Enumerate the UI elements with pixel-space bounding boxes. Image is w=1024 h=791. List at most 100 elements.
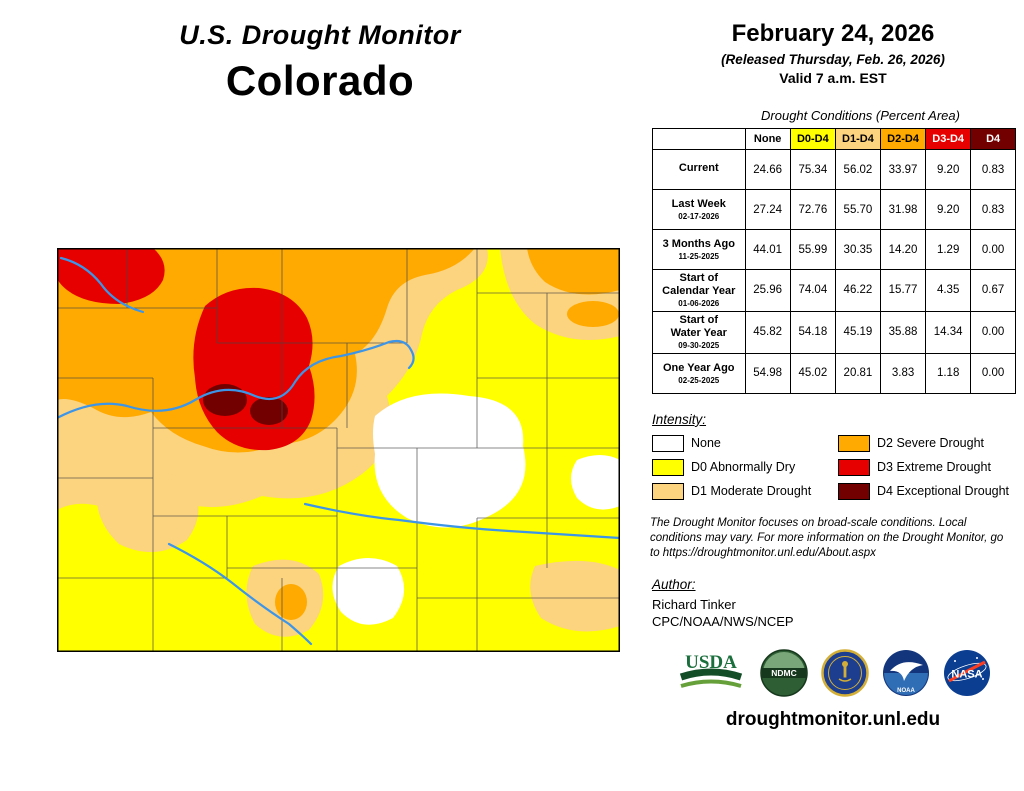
table-row-label: Current bbox=[652, 149, 746, 190]
table-col-header: D2-D4 bbox=[879, 128, 927, 150]
drought-value-cell: 54.98 bbox=[744, 352, 791, 394]
drought-value-cell: 55.70 bbox=[834, 189, 882, 230]
table-row: Current 24.66 75.34 56.02 33.97 9.20 0.8… bbox=[652, 149, 1016, 190]
drought-value-cell: 0.00 bbox=[970, 352, 1016, 394]
drought-value-cell: 74.04 bbox=[789, 269, 836, 312]
table-row: One Year Ago 02-25-2025 54.98 45.02 20.81… bbox=[652, 352, 1016, 394]
drought-value-cell: 33.97 bbox=[879, 149, 927, 190]
disclaimer-text: The Drought Monitor focuses on broad-sca… bbox=[650, 516, 1004, 559]
row-label-text: Last Week bbox=[671, 197, 726, 210]
legend-item: D1 Moderate Drought bbox=[652, 482, 838, 500]
site-url: droughtmonitor.unl.edu bbox=[725, 708, 941, 730]
drought-value-cell: 25.96 bbox=[744, 269, 791, 312]
drought-value-cell: 30.35 bbox=[834, 229, 882, 270]
report-title: U.S. Drought Monitor bbox=[179, 20, 461, 50]
legend-swatch-d1 bbox=[652, 482, 684, 500]
noaa-logo: NOAA bbox=[883, 649, 929, 696]
table-col-header: D4 bbox=[970, 128, 1016, 150]
rivers bbox=[55, 256, 622, 646]
table-row: Start of Calendar Year 01-06-2026 25.96 7… bbox=[652, 269, 1016, 312]
drought-value-cell: 0.00 bbox=[970, 229, 1016, 270]
valid-time: Valid 7 a.m. EST bbox=[779, 70, 887, 86]
nasa-logo: NASA bbox=[944, 649, 990, 696]
state-border bbox=[57, 248, 620, 652]
drought-value-cell: 1.18 bbox=[925, 352, 972, 394]
row-label-text: Start of Calendar Year bbox=[662, 272, 736, 298]
legend-label: D4 Exceptional Drought bbox=[877, 484, 1010, 499]
drought-value-cell: 56.02 bbox=[834, 149, 882, 190]
river-rio-grande bbox=[167, 542, 313, 646]
ndmc-logo-text: NDMC bbox=[771, 668, 797, 678]
table-row: Start of Water Year 09-30-2025 45.82 54.1… bbox=[652, 310, 1016, 354]
drought-value-cell: 46.22 bbox=[834, 269, 882, 312]
drought-value-cell: 0.83 bbox=[970, 189, 1016, 230]
title-block: U.S. Drought Monitor Colorado bbox=[0, 20, 640, 105]
table-col-header: D1-D4 bbox=[834, 128, 882, 150]
date-block: February 24, 2026 (Released Thursday, Fe… bbox=[650, 20, 1016, 86]
drought-value-cell: 9.20 bbox=[925, 149, 972, 190]
legend-item: D2 Severe Drought bbox=[838, 434, 1016, 452]
legend-item: None bbox=[652, 434, 838, 452]
row-sublabel: 01-06-2026 bbox=[678, 299, 720, 309]
right-column: February 24, 2026 (Released Thursday, Fe… bbox=[650, 20, 1016, 731]
table-row-label: Last Week 02-17-2026 bbox=[652, 189, 746, 230]
table-caption: Drought Conditions (Percent Area) bbox=[761, 108, 960, 123]
usda-logo: USDA bbox=[679, 652, 743, 688]
drought-value-cell: 45.02 bbox=[789, 352, 836, 394]
ndmc-logo: NDMC bbox=[760, 649, 808, 697]
drought-value-cell: 0.83 bbox=[970, 149, 1016, 190]
drought-value-cell: 35.88 bbox=[879, 310, 927, 354]
drought-value-cell: 0.67 bbox=[970, 269, 1016, 312]
drought-value-cell: 15.77 bbox=[879, 269, 927, 312]
legend-item: D4 Exceptional Drought bbox=[838, 482, 1016, 500]
drought-value-cell: 45.19 bbox=[834, 310, 882, 354]
river-northwest bbox=[59, 256, 145, 314]
table-col-header: D3-D4 bbox=[925, 128, 972, 150]
table-row-label: One Year Ago 02-25-2025 bbox=[652, 352, 746, 394]
nasa-logo-text: NASA bbox=[951, 668, 982, 680]
row-label-text: One Year Ago bbox=[663, 361, 735, 374]
legend-item: D0 Abnormally Dry bbox=[652, 458, 838, 476]
none-regions bbox=[332, 393, 620, 625]
table-col-header: D0-D4 bbox=[789, 128, 836, 150]
drought-value-cell: 14.34 bbox=[925, 310, 972, 354]
county-lines bbox=[57, 248, 620, 652]
table-row-label: Start of Water Year 09-30-2025 bbox=[652, 310, 746, 354]
drought-value-cell: 1.29 bbox=[925, 229, 972, 270]
intensity-title: Intensity: bbox=[652, 411, 707, 427]
legend-swatch-d4 bbox=[838, 482, 870, 500]
drought-value-cell: 24.66 bbox=[744, 149, 791, 190]
drought-value-cell: 54.18 bbox=[789, 310, 836, 354]
row-label-text: 3 Months Ago bbox=[662, 237, 735, 250]
table-row: 3 Months Ago 11-25-2025 44.01 55.99 30.35… bbox=[652, 229, 1016, 270]
row-sublabel: 02-25-2025 bbox=[678, 375, 720, 385]
legend-swatch-d2 bbox=[838, 434, 870, 452]
legend-swatch-none bbox=[652, 434, 684, 452]
drought-value-cell: 3.83 bbox=[879, 352, 927, 394]
legend-label: D1 Moderate Drought bbox=[691, 484, 812, 499]
noaa-logo-text: NOAA bbox=[897, 688, 915, 694]
legend-label: D0 Abnormally Dry bbox=[691, 460, 796, 475]
table-col-header: None bbox=[744, 128, 791, 150]
legend-item: D3 Extreme Drought bbox=[838, 458, 1016, 476]
drought-value-cell: 45.82 bbox=[744, 310, 791, 354]
drought-value-cell: 4.35 bbox=[925, 269, 972, 312]
drought-value-cell: 55.99 bbox=[789, 229, 836, 270]
released-date: (Released Thursday, Feb. 26, 2026) bbox=[721, 52, 945, 67]
drought-value-cell: 44.01 bbox=[744, 229, 791, 270]
doc-seal-logo bbox=[821, 649, 869, 697]
legend-swatch-d3 bbox=[838, 458, 870, 476]
drought-value-cell: 72.76 bbox=[789, 189, 836, 230]
legend-label: None bbox=[691, 436, 721, 451]
drought-value-cell: 20.81 bbox=[834, 352, 882, 394]
table-header-row: None D0-D4 D1-D4 D2-D4 D3-D4 D4 bbox=[652, 128, 1016, 150]
table-row-label: 3 Months Ago 11-25-2025 bbox=[652, 229, 746, 270]
table-row: Last Week 02-17-2026 27.24 72.76 55.70 31… bbox=[652, 189, 1016, 230]
intensity-legend: None D0 Abnormally Dry D1 Moderate Droug… bbox=[652, 434, 1016, 500]
legend-label: D2 Severe Drought bbox=[877, 436, 985, 451]
drought-value-cell: 75.34 bbox=[789, 149, 836, 190]
legend-label: D3 Extreme Drought bbox=[877, 460, 991, 475]
author-org: CPC/NOAA/NWS/NCEP bbox=[652, 614, 794, 630]
drought-conditions-table: None D0-D4 D1-D4 D2-D4 D3-D4 D4 Current … bbox=[652, 128, 1016, 394]
author-title: Author: bbox=[652, 576, 696, 592]
